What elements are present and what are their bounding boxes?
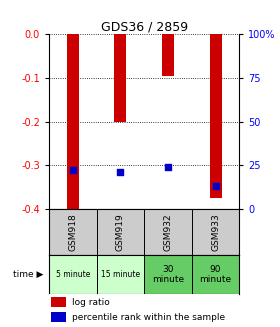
- Bar: [49, 255, 97, 294]
- Bar: [67, 34, 79, 212]
- Point: [213, 183, 218, 189]
- Point: [118, 170, 123, 175]
- Text: 30
minute: 30 minute: [152, 265, 184, 284]
- Text: GSM918: GSM918: [68, 213, 77, 251]
- Text: time ▶: time ▶: [13, 270, 43, 279]
- Bar: [162, 34, 174, 76]
- Point: [71, 168, 75, 173]
- Text: 15 minute: 15 minute: [101, 270, 140, 279]
- Text: percentile rank within the sample: percentile rank within the sample: [72, 313, 225, 322]
- Bar: [210, 34, 221, 198]
- Text: 5 minute: 5 minute: [56, 270, 90, 279]
- Text: GSM933: GSM933: [211, 213, 220, 251]
- Bar: [192, 255, 239, 294]
- Point: [166, 164, 170, 170]
- Bar: [144, 255, 192, 294]
- Text: GSM919: GSM919: [116, 213, 125, 251]
- Text: GSM932: GSM932: [164, 213, 172, 251]
- Bar: [51, 312, 66, 322]
- Bar: [51, 297, 66, 307]
- Bar: [115, 34, 126, 122]
- Bar: [97, 255, 144, 294]
- Text: 90
minute: 90 minute: [200, 265, 232, 284]
- Title: GDS36 / 2859: GDS36 / 2859: [101, 20, 188, 33]
- Text: log ratio: log ratio: [72, 298, 109, 307]
